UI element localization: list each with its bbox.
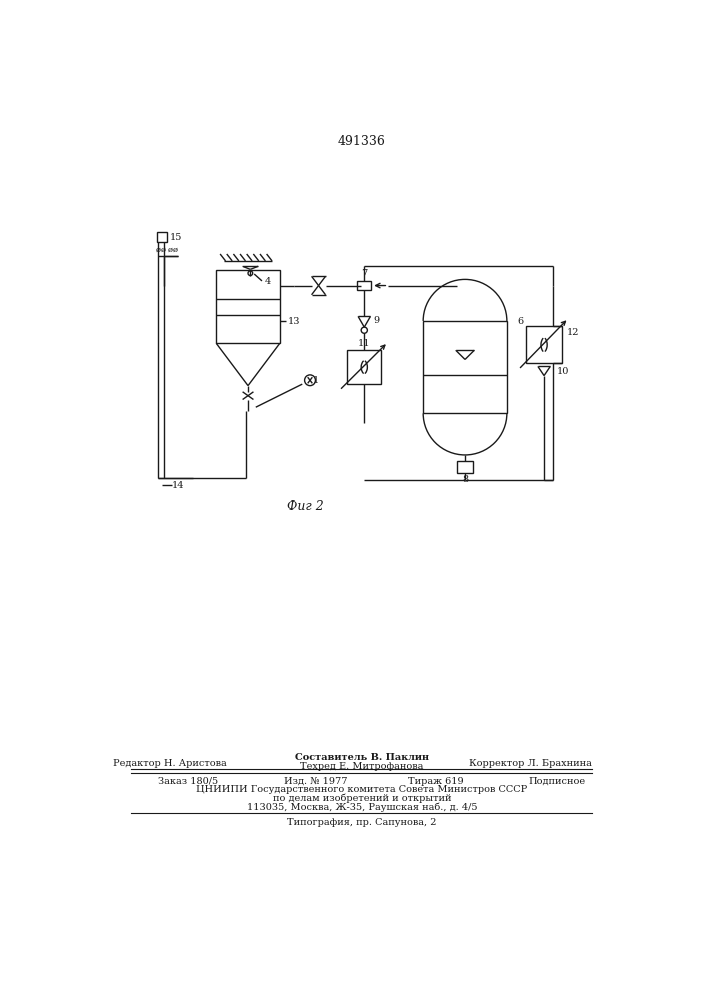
Text: 1: 1 <box>313 376 320 385</box>
Bar <box>156 232 168 242</box>
Text: 15: 15 <box>170 233 182 242</box>
Text: Составитель В. Паклин: Составитель В. Паклин <box>295 753 429 762</box>
Text: ø: ø <box>161 245 166 253</box>
Text: 7: 7 <box>361 269 368 278</box>
Text: Корректор Л. Брахнина: Корректор Л. Брахнина <box>469 759 592 768</box>
Bar <box>457 461 473 473</box>
Bar <box>357 281 371 290</box>
Bar <box>347 350 381 384</box>
Text: 4: 4 <box>264 277 271 286</box>
Text: 9: 9 <box>373 316 380 325</box>
Text: 10: 10 <box>556 367 569 376</box>
Text: Редактор Н. Аристова: Редактор Н. Аристова <box>113 759 227 768</box>
Bar <box>526 326 562 363</box>
Text: Подписное: Подписное <box>529 777 585 786</box>
Text: по делам изобретений и открытий: по делам изобретений и открытий <box>273 794 451 803</box>
Text: 8: 8 <box>462 475 468 484</box>
Text: Заказ 180/5: Заказ 180/5 <box>158 777 218 786</box>
Text: Техред Е. Митрофанова: Техред Е. Митрофанова <box>300 762 423 771</box>
Text: 491336: 491336 <box>338 135 386 148</box>
Text: 6: 6 <box>518 317 524 326</box>
Text: ø: ø <box>156 245 160 253</box>
Text: ЦНИИПИ Государственного комитета Совета Министров СССР: ЦНИИПИ Государственного комитета Совета … <box>197 785 527 794</box>
Text: 13: 13 <box>288 317 300 326</box>
Text: ø: ø <box>173 245 177 253</box>
Text: Изд. № 1977: Изд. № 1977 <box>284 777 348 786</box>
Text: ø: ø <box>168 245 173 253</box>
Text: 14: 14 <box>172 481 185 490</box>
Text: 11: 11 <box>358 339 370 348</box>
Text: Типография, пр. Сапунова, 2: Типография, пр. Сапунова, 2 <box>287 818 437 827</box>
Bar <box>216 270 280 343</box>
Text: Фиг 2: Фиг 2 <box>287 500 324 513</box>
Text: 113035, Москва, Ж-35, Раушская наб., д. 4/5: 113035, Москва, Ж-35, Раушская наб., д. … <box>247 802 477 812</box>
Bar <box>423 321 507 413</box>
Text: Тираж 619: Тираж 619 <box>409 777 464 786</box>
Text: 12: 12 <box>566 328 579 337</box>
